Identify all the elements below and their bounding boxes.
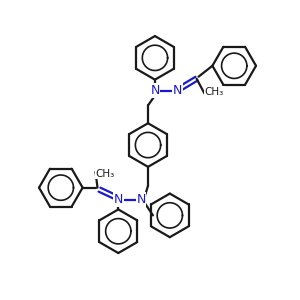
Text: CH₃: CH₃ [205, 86, 224, 97]
Text: N: N [114, 193, 123, 206]
Text: N: N [150, 84, 160, 97]
Text: CH₃: CH₃ [96, 169, 115, 179]
Text: N: N [173, 84, 182, 97]
Text: N: N [136, 193, 146, 206]
